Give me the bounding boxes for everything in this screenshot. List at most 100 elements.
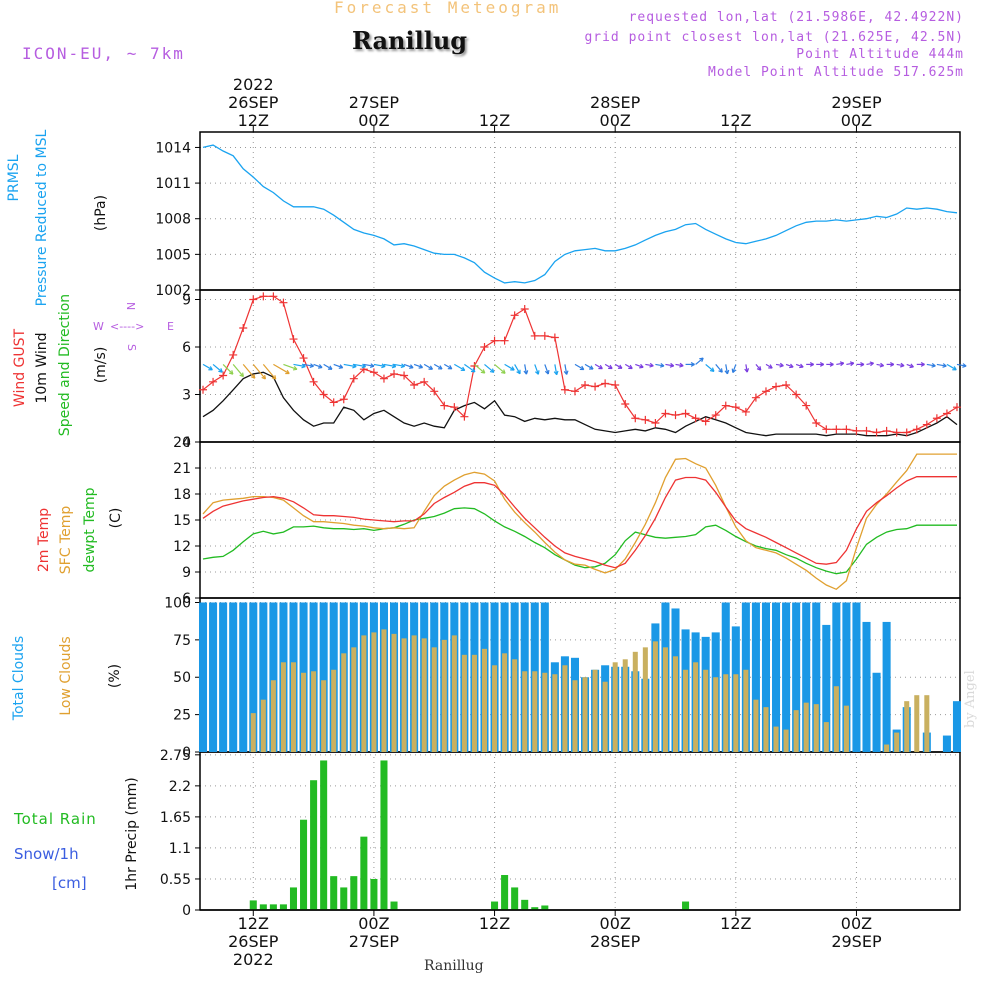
wind-arrow-head xyxy=(510,366,515,371)
wind-arrow-head xyxy=(628,364,633,370)
wind-arrow xyxy=(544,364,549,375)
wind-arrow-head xyxy=(438,365,443,370)
wind-arrow xyxy=(222,363,234,375)
wind-arrow xyxy=(423,363,433,370)
low-cloud-bar xyxy=(743,669,749,752)
gust-marker xyxy=(490,336,499,345)
total-cloud-bar xyxy=(802,602,811,752)
gust-marker xyxy=(631,414,640,423)
wind-arrow-head xyxy=(942,363,947,368)
total-cloud-bar xyxy=(761,602,770,752)
compass-rose: N W E <----> S xyxy=(93,302,174,351)
wind-arrow-head xyxy=(544,369,550,375)
wind-arrow-head xyxy=(789,363,794,369)
gust-marker xyxy=(892,428,901,437)
total-cloud-bar xyxy=(952,701,962,752)
xtick-label-bottom: 2022 xyxy=(233,950,274,969)
xtick-label-top: 12Z xyxy=(479,111,510,130)
low-cloud-bar xyxy=(270,680,276,752)
low-cloud-bar xyxy=(280,662,286,752)
low-cloud-bar xyxy=(753,699,759,752)
low-cloud-bar xyxy=(803,702,809,752)
panel-frame xyxy=(199,131,961,291)
wind-arrow-head xyxy=(724,369,730,375)
total-cloud-bar xyxy=(842,602,851,752)
rain-bar xyxy=(521,899,529,910)
wind-arrow xyxy=(333,363,343,369)
wind-arrow xyxy=(732,364,737,373)
xtick-label-bottom: 29SEP xyxy=(831,932,882,951)
low-cloud-bar xyxy=(683,669,689,752)
low-cloud-bar xyxy=(703,669,709,752)
gust-marker xyxy=(289,335,298,344)
xtick-label-bottom: 28SEP xyxy=(590,932,641,951)
wind-arrow-head xyxy=(338,364,344,369)
gust-marker xyxy=(882,426,891,435)
low-cloud-bar xyxy=(914,695,920,752)
xtick-label-top: 26SEP xyxy=(228,93,279,112)
wind-arrow-head xyxy=(208,366,213,371)
gust-marker xyxy=(922,420,931,429)
rain-bar xyxy=(330,876,338,910)
ytick-label: 0.55 xyxy=(160,872,191,888)
rain-bar xyxy=(682,901,690,910)
gust-marker xyxy=(772,382,781,391)
wind-arrow xyxy=(504,363,515,371)
wind-arrow xyxy=(675,363,684,367)
gust-marker xyxy=(822,425,831,434)
wind-arrow-head xyxy=(718,368,723,373)
gust-marker xyxy=(942,409,951,418)
xtick-label-top: 12Z xyxy=(720,111,751,130)
ytick-label: 18 xyxy=(173,487,191,503)
low-cloud-bar xyxy=(833,686,839,752)
gust-marker xyxy=(751,393,760,402)
low-cloud-bar xyxy=(884,744,890,752)
rain-bar xyxy=(259,904,267,910)
gust-marker xyxy=(912,425,921,434)
wind-arrow-head xyxy=(669,362,675,368)
gust-marker xyxy=(862,426,871,435)
rain-bar xyxy=(531,907,539,910)
wind-arrow-head xyxy=(470,367,476,373)
ytick-label: 12 xyxy=(173,539,191,555)
wind-arrow xyxy=(303,363,314,367)
wind-arrow-head xyxy=(860,361,865,367)
wind-arrow-head xyxy=(523,370,529,375)
rain-bar xyxy=(380,760,388,910)
gust-marker xyxy=(721,401,730,410)
low-cloud-bar xyxy=(632,651,638,752)
wind-arrow xyxy=(343,363,357,368)
low-cloud-bar xyxy=(773,726,779,752)
low-cloud-bar xyxy=(451,635,457,752)
gust-marker xyxy=(400,371,409,380)
xtick-label-bottom: 12Z xyxy=(720,914,751,933)
wind-arrow-head xyxy=(931,362,936,368)
wind-arrow xyxy=(393,363,405,367)
snow-unit: [cm] xyxy=(52,874,87,892)
gust-marker xyxy=(520,305,529,313)
low-cloud-bar xyxy=(411,635,417,752)
wind-arrow-head xyxy=(890,361,895,367)
low-cloud-bar xyxy=(813,704,819,752)
xtick-label-top: 00Z xyxy=(600,111,631,130)
wind-arrow-head xyxy=(460,366,466,372)
total-cloud-bar xyxy=(822,624,831,752)
low-cloud-bar xyxy=(250,713,256,752)
total-cloud-bar xyxy=(269,602,278,752)
wind-arrow-head xyxy=(756,366,762,371)
wind-arrow xyxy=(323,363,333,370)
total-cloud-bar xyxy=(782,602,791,752)
gust-marker xyxy=(611,381,620,389)
rain-bar xyxy=(350,876,358,910)
total-cloud-bar xyxy=(792,602,801,752)
low-cloud-bar xyxy=(642,647,648,752)
total-cloud-bar xyxy=(239,602,248,752)
panel-temp: 6 9 12 15 18 21 24 xyxy=(173,435,961,607)
wind-arrow xyxy=(594,363,603,370)
low-cloud-bar xyxy=(502,653,508,752)
gust-marker xyxy=(279,298,288,307)
total-cloud-bar xyxy=(812,602,821,752)
ytick-label: 50 xyxy=(173,670,191,686)
low-cloud-bar xyxy=(733,674,739,752)
wind-arrow xyxy=(283,363,298,370)
